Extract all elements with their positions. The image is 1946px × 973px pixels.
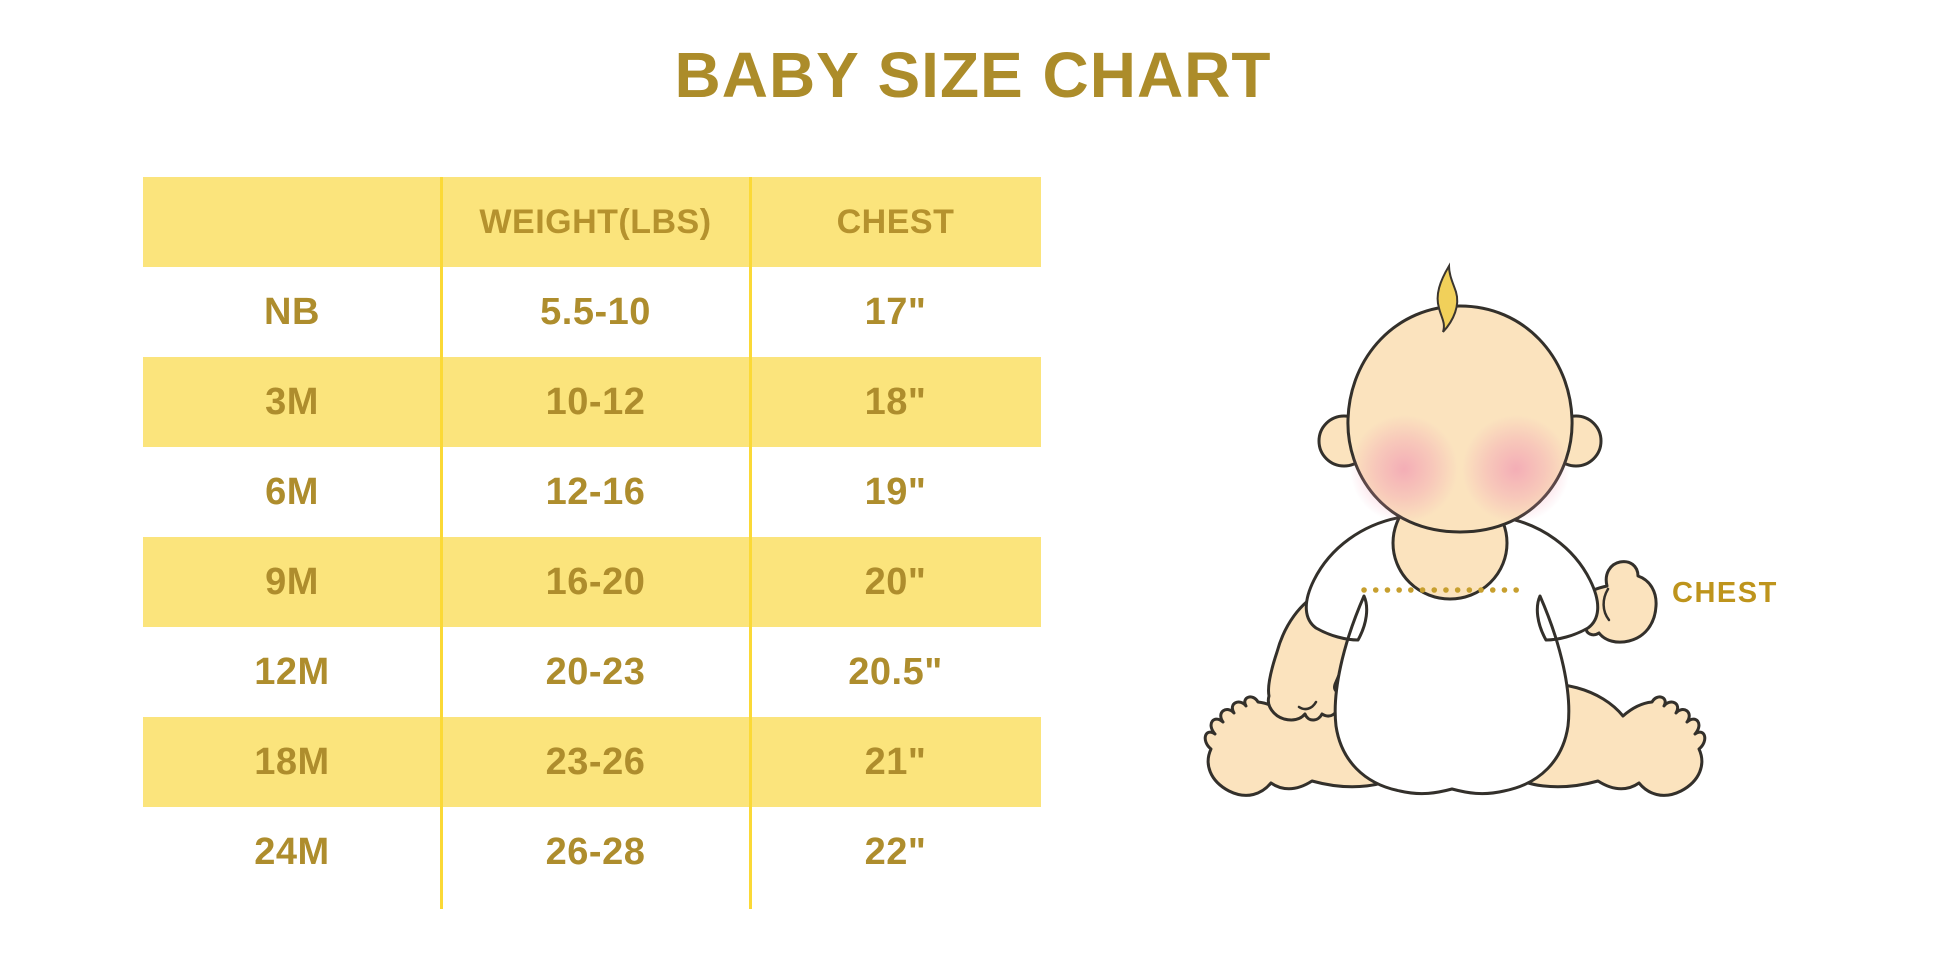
cell-size: 9M bbox=[265, 560, 319, 603]
cell-chest: 21" bbox=[864, 740, 927, 783]
cell-chest: 18" bbox=[864, 380, 927, 423]
cell-weight: 16-20 bbox=[545, 560, 646, 603]
cell-weight: 10-12 bbox=[545, 380, 646, 423]
table-row-9m: 9M 16-20 20" bbox=[143, 537, 1041, 627]
chest-label: CHEST bbox=[1672, 577, 1778, 609]
table-header-row: WEIGHT(LBS) CHEST bbox=[143, 177, 1041, 267]
cell-weight: 26-28 bbox=[545, 830, 646, 873]
cell-chest: 22" bbox=[864, 830, 927, 873]
cell-size: NB bbox=[264, 290, 320, 333]
header-cell-chest: CHEST bbox=[836, 202, 955, 241]
cell-weight: 20-23 bbox=[545, 650, 646, 693]
baby-onesie bbox=[1304, 511, 1600, 796]
table-row-24m: 24M 26-28 22" bbox=[143, 807, 1041, 897]
header-cell-weight: WEIGHT(LBS) bbox=[479, 202, 712, 241]
baby-hair-curl bbox=[1436, 262, 1459, 333]
baby-illustration: CHEST bbox=[1203, 262, 1778, 797]
cell-weight: 5.5-10 bbox=[540, 290, 651, 333]
size-chart-table: WEIGHT(LBS) CHEST NB 5.5-10 17" 3M 10-12… bbox=[143, 177, 1041, 909]
cell-chest: 19" bbox=[864, 470, 927, 513]
column-divider bbox=[440, 177, 443, 909]
cell-weight: 12-16 bbox=[545, 470, 646, 513]
baby-fist-right-crease bbox=[1602, 587, 1611, 622]
cell-size: 24M bbox=[254, 830, 330, 873]
baby-blush-left bbox=[1350, 415, 1458, 523]
cell-chest: 20.5" bbox=[848, 650, 943, 693]
table-row-nb: NB 5.5-10 17" bbox=[143, 267, 1041, 357]
header-cell-size bbox=[143, 177, 441, 267]
cell-weight: 23-26 bbox=[545, 740, 646, 783]
cell-chest: 17" bbox=[864, 290, 927, 333]
column-divider bbox=[749, 177, 752, 909]
table-row-12m: 12M 20-23 20.5" bbox=[143, 627, 1041, 717]
table-row-3m: 3M 10-12 18" bbox=[143, 357, 1041, 447]
table-row-18m: 18M 23-26 21" bbox=[143, 717, 1041, 807]
table-row-6m: 6M 12-16 19" bbox=[143, 447, 1041, 537]
baby-hand-left-crease bbox=[1297, 700, 1318, 711]
cell-size: 18M bbox=[254, 740, 330, 783]
cell-size: 6M bbox=[265, 470, 319, 513]
baby-blush-right bbox=[1462, 415, 1570, 523]
cell-size: 12M bbox=[254, 650, 330, 693]
page-title: BABY SIZE CHART bbox=[674, 39, 1272, 111]
cell-chest: 20" bbox=[864, 560, 927, 603]
cell-size: 3M bbox=[265, 380, 319, 423]
